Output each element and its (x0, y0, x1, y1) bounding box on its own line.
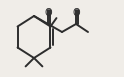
Text: O: O (44, 8, 52, 18)
Text: O: O (72, 8, 80, 18)
